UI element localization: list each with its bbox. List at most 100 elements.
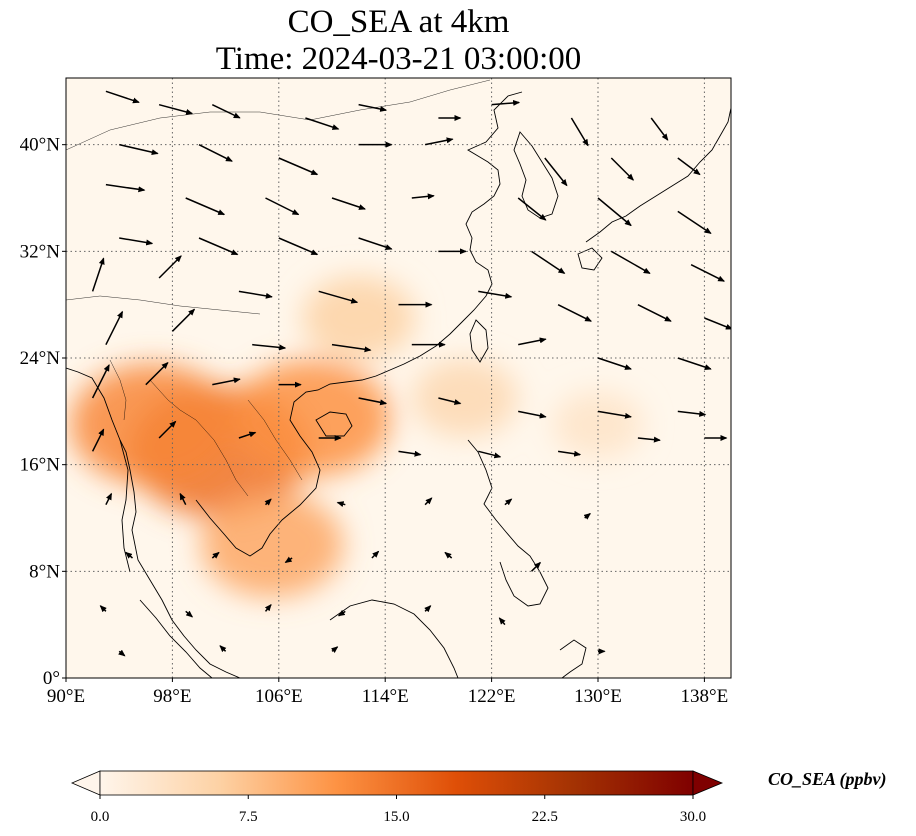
wind-arrow (424, 137, 454, 146)
lon-tick-label: 114°E (362, 686, 409, 707)
colorbar-tick-label: 0.0 (91, 809, 110, 825)
wind-arrow (158, 255, 182, 279)
wind-arrow (119, 143, 159, 156)
concentration-blob (412, 358, 518, 438)
colorbar-tick-label: 30.0 (680, 809, 706, 825)
wind-arrow (238, 431, 257, 439)
wind-arrow (444, 551, 453, 559)
wind-arrow (677, 410, 707, 417)
coastline-borneo (329, 599, 459, 678)
wind-arrow (597, 197, 632, 227)
coastline-sulawesi (559, 639, 587, 678)
wind-arrow (105, 310, 124, 346)
wind-arrow (91, 364, 110, 399)
wind-arrow (557, 450, 582, 457)
border-vietnam-laos (247, 399, 303, 481)
wind-arrow (690, 263, 725, 282)
wind-arrow (610, 157, 635, 181)
wind-arrow (264, 603, 272, 612)
colorbar-max-extend (692, 770, 724, 796)
map-title-line1: CO_SEA at 4km (287, 4, 510, 40)
wind-arrow (517, 197, 547, 221)
concentration-blob (70, 363, 235, 486)
wind-arrow (211, 551, 220, 559)
lon-tick-label: 138°E (681, 686, 729, 707)
wind-arrow (337, 609, 346, 617)
wind-arrow (331, 197, 366, 210)
lat-tick-label: 16°N (20, 455, 61, 476)
colorbar-min-extend (70, 770, 101, 796)
coastline-sumatra (139, 599, 213, 678)
lat-tick-label: 8°N (29, 561, 60, 582)
wind-arrow (198, 143, 233, 162)
wind-arrow (424, 605, 432, 613)
concentration-blob (302, 276, 416, 360)
map-title-line2: Time: 2024-03-21 03:00:00 (215, 41, 582, 77)
wind-arrow (371, 550, 380, 559)
wind-arrow (278, 157, 319, 176)
concentration-blob (233, 359, 391, 477)
wind-arrow (358, 397, 388, 406)
colorbar-label: CO_SEA (ppbv) (768, 769, 887, 789)
coastline-indochina (195, 91, 523, 557)
coastline-myanmar (119, 439, 131, 573)
wind-arrow (478, 290, 513, 299)
colorbar-tick-label: 15.0 (383, 809, 409, 825)
latitude-ticks: 0° 8°N 16°N 24°N 32°N 40°N (20, 135, 66, 689)
wind-arrow (105, 183, 146, 193)
plot-frame (65, 77, 732, 679)
wind-arrow (557, 303, 592, 322)
wind-arrow (650, 117, 669, 141)
concentration-field (70, 276, 644, 598)
wind-arrow (570, 117, 589, 147)
wind-arrow (331, 343, 372, 353)
colorbar-tick-label: 22.5 (532, 809, 558, 825)
wind-arrow (318, 290, 359, 304)
coastline-hainan (315, 411, 353, 437)
lon-tick-label: 98°E (153, 686, 191, 707)
border-thai-laos (195, 419, 249, 497)
wind-arrow (398, 450, 422, 457)
wind-arrow (252, 343, 287, 351)
wind-arrow (610, 250, 651, 274)
wind-arrow (531, 250, 566, 274)
wind-arrow (185, 610, 194, 618)
lat-tick-label: 24°N (20, 348, 61, 369)
wind-arrow (125, 551, 133, 559)
wind-arrow (518, 337, 547, 346)
wind-arrow (704, 317, 731, 330)
wind-arrow (119, 237, 154, 246)
wind-arrow (305, 117, 340, 130)
wind-arrow (158, 420, 177, 439)
wind-arrow (518, 410, 547, 419)
longitude-ticks: 90°E 98°E 106°E 114°E 122°E 130°E 138°E (47, 678, 728, 707)
wind-arrow (336, 501, 346, 507)
colorbar-gradient (99, 770, 694, 796)
wind-arrow (278, 237, 319, 256)
wind-arrow (583, 512, 591, 520)
colorbar-tick-label: 7.5 (239, 809, 258, 825)
wind-arrow (179, 492, 187, 506)
wind-arrow (118, 649, 126, 657)
concentration-blob (200, 491, 344, 598)
lat-tick-label: 0° (43, 668, 60, 689)
wind-arrow (491, 99, 521, 106)
wind-arrow (171, 308, 196, 332)
wind-arrow (597, 410, 632, 419)
border-china-north (66, 295, 261, 315)
wind-arrow (677, 210, 712, 234)
wind-vectors (91, 90, 731, 657)
wind-arrow (424, 497, 433, 506)
wind-arrow (211, 103, 241, 119)
wind-arrow (105, 90, 140, 104)
wind-arrow (265, 197, 300, 216)
wind-arrow (185, 197, 226, 216)
wind-arrow (411, 193, 435, 200)
wind-arrow (438, 397, 462, 405)
lat-tick-label: 32°N (20, 241, 61, 262)
wind-arrow (478, 450, 502, 459)
coastline-taiwan (469, 319, 489, 363)
border-myanmar-china (149, 379, 197, 421)
wind-arrow (284, 556, 293, 564)
coastline-philippines (467, 439, 549, 607)
